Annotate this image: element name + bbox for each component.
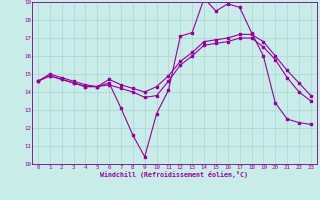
X-axis label: Windchill (Refroidissement éolien,°C): Windchill (Refroidissement éolien,°C) bbox=[100, 171, 248, 178]
